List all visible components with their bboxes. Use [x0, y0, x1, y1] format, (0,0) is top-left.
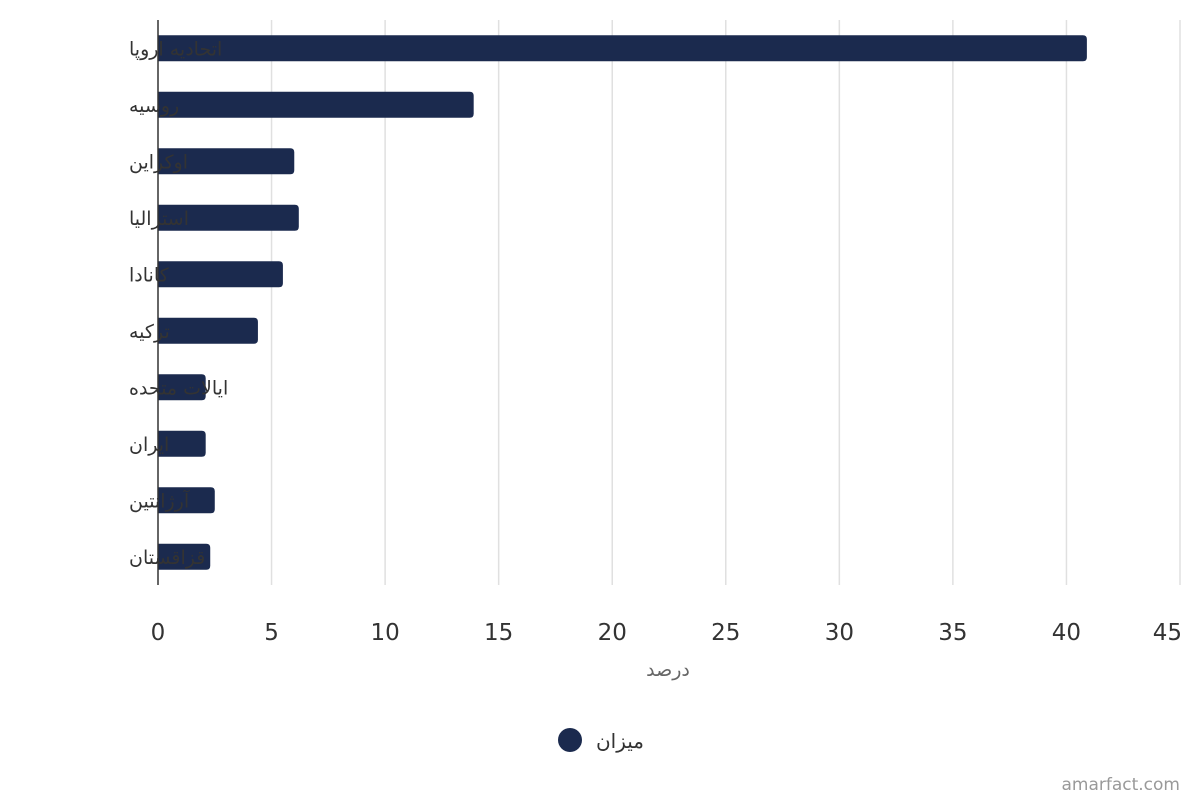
- bar[interactable]: [158, 487, 215, 514]
- bar[interactable]: [158, 148, 295, 175]
- bar[interactable]: [158, 317, 258, 344]
- bar[interactable]: [158, 430, 206, 457]
- category-label: اتحادیه اروپا: [129, 38, 222, 60]
- bar[interactable]: [158, 261, 283, 288]
- x-tick-labels: 0 5 10 15 20 25 30 35 40 45: [151, 620, 1182, 646]
- bar[interactable]: [158, 204, 299, 231]
- x-tick-label: 15: [484, 620, 513, 646]
- category-label: آرژانتین: [129, 488, 190, 512]
- legend-label: میزان: [596, 729, 644, 753]
- x-tick-label: 5: [264, 620, 279, 646]
- category-label: کانادا: [129, 264, 170, 286]
- category-label: قزاقستان: [129, 547, 205, 569]
- x-tick-label: 35: [938, 620, 967, 646]
- category-label: ایالات متحده: [129, 377, 228, 399]
- category-labels: اتحادیه اروپا روسیه اوکراین استرالیا کانادا ت…: [129, 38, 228, 569]
- bar[interactable]: [158, 543, 211, 570]
- x-tick-label: 0: [151, 620, 166, 646]
- x-tick-label: 45: [1153, 620, 1182, 646]
- x-tick-label: 40: [1052, 620, 1081, 646]
- bars: [158, 35, 1087, 570]
- category-label: اوکراین: [129, 151, 188, 173]
- category-label: روسیه: [129, 95, 179, 117]
- category-label: استرالیا: [129, 208, 189, 230]
- category-label: ترکیه: [129, 321, 170, 343]
- credit-text[interactable]: amarfact.com: [1061, 775, 1180, 795]
- category-label: ایران: [129, 434, 169, 456]
- x-tick-label: 10: [370, 620, 399, 646]
- bar[interactable]: [158, 374, 206, 401]
- x-tick-label: 30: [825, 620, 854, 646]
- bar[interactable]: [158, 91, 474, 118]
- bar[interactable]: [158, 35, 1087, 62]
- x-tick-label: 20: [598, 620, 627, 646]
- x-tick-label: 25: [711, 620, 740, 646]
- x-axis-title: درصد: [646, 659, 690, 681]
- legend[interactable]: میزان: [558, 728, 644, 753]
- legend-marker: [558, 728, 582, 752]
